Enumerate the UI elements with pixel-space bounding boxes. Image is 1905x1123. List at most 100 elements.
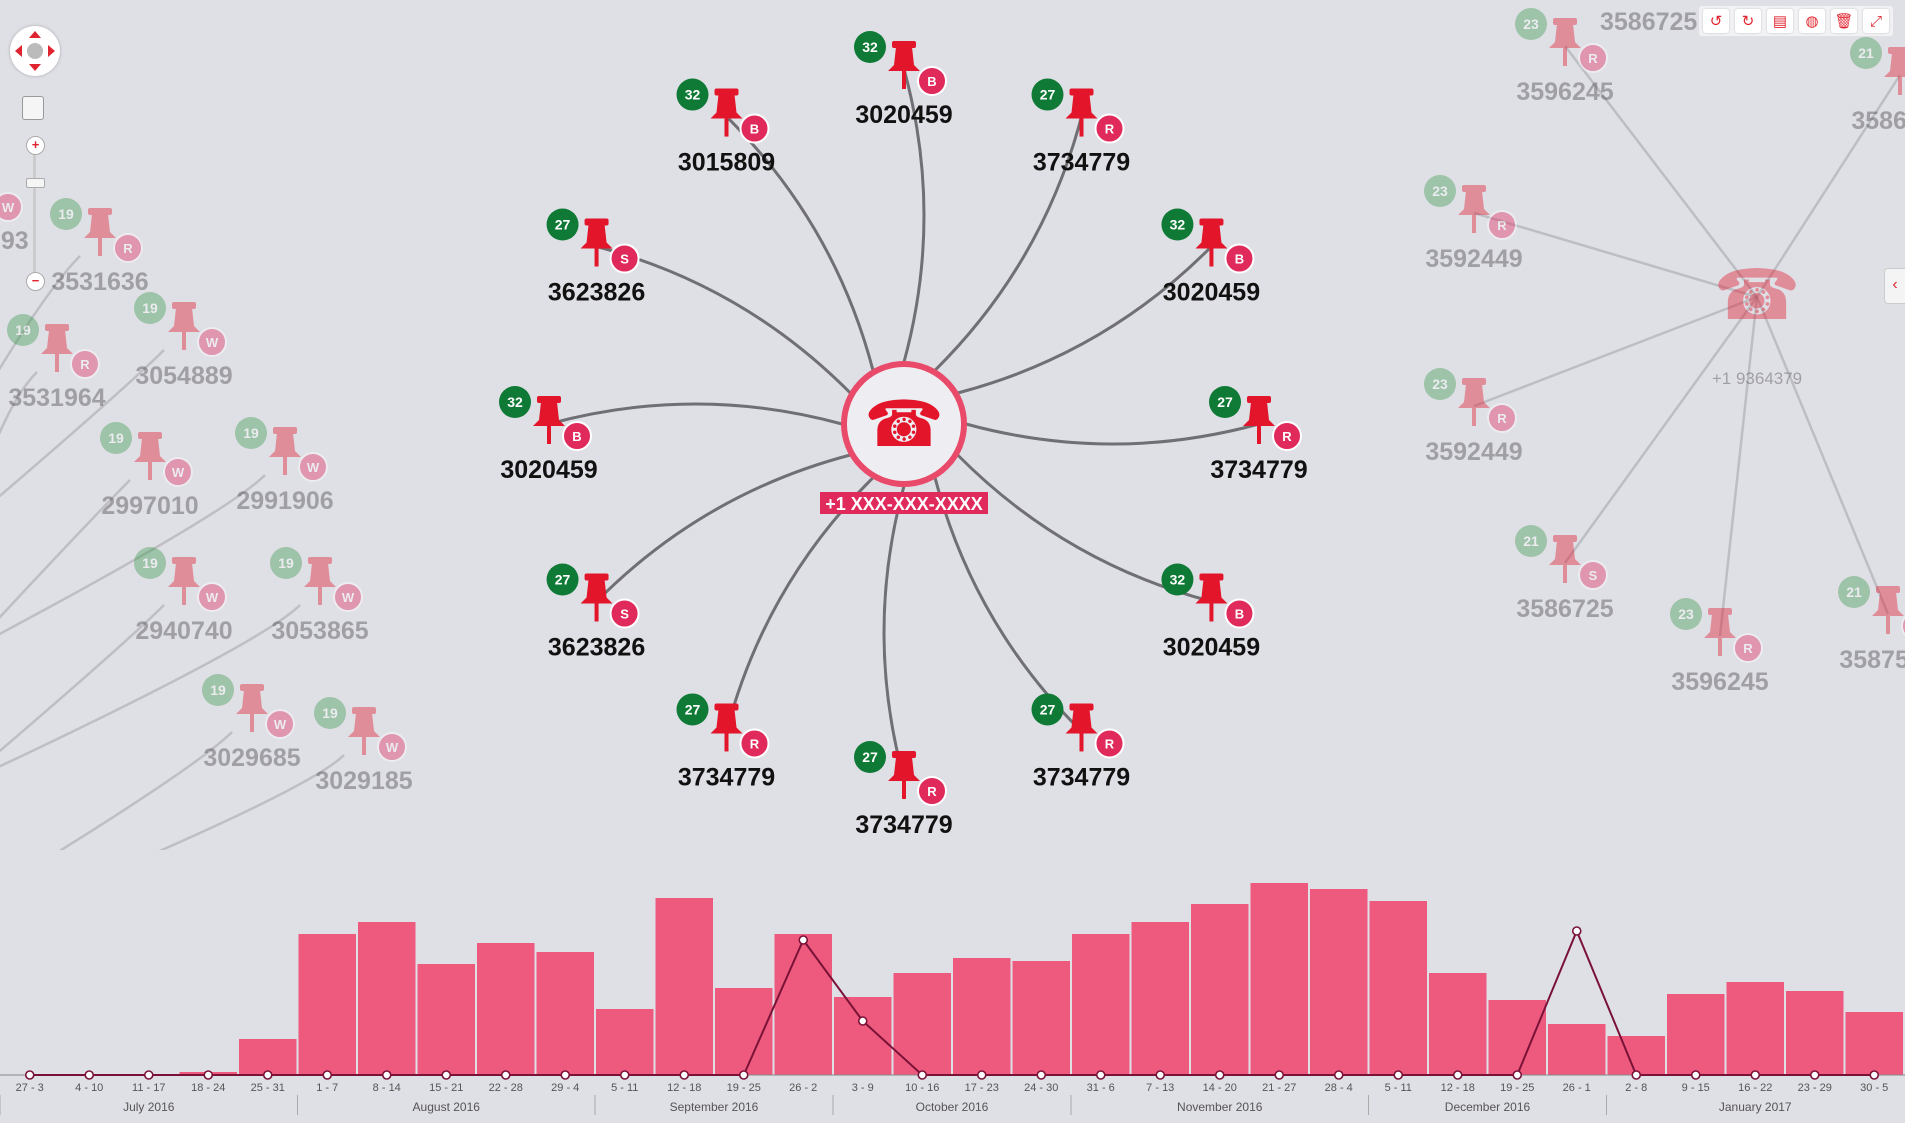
line-point[interactable]	[1869, 1070, 1880, 1080]
timeline-bar[interactable]	[358, 922, 416, 1075]
redo-icon[interactable]: ↻	[1735, 9, 1761, 33]
line-point[interactable]	[500, 1070, 511, 1080]
timeline-bar[interactable]	[536, 952, 595, 1075]
graph-node[interactable]: 23 R 3592449	[1424, 175, 1523, 273]
line-point[interactable]	[1333, 1070, 1344, 1080]
zoom-slider-handle[interactable]	[26, 178, 45, 188]
zoom-slider[interactable]	[33, 150, 36, 280]
line-point[interactable]	[84, 1070, 95, 1080]
line-point[interactable]	[738, 1070, 749, 1080]
graph-node[interactable]: 21R3586725	[1850, 37, 1905, 135]
timeline-bar[interactable]	[655, 898, 714, 1075]
line-point[interactable]	[917, 1070, 928, 1080]
line-point[interactable]	[1393, 1070, 1404, 1080]
graph-node[interactable]: 27 R 3734779	[854, 741, 953, 839]
graph-node[interactable]: 19 W 3029185	[314, 697, 413, 795]
save-icon[interactable]: ▤	[1767, 9, 1793, 33]
timeline-bar[interactable]	[417, 964, 476, 1075]
line-point[interactable]	[976, 1070, 987, 1080]
graph-node[interactable]: 19 W 3054889	[134, 292, 233, 390]
graph-node[interactable]: 32 B 3020459	[1161, 563, 1260, 662]
line-point[interactable]	[1512, 1070, 1523, 1080]
line-point[interactable]	[1036, 1070, 1047, 1080]
pan-right-icon[interactable]	[48, 45, 55, 57]
line-point[interactable]	[857, 1016, 868, 1026]
pan-down-icon[interactable]	[29, 64, 41, 71]
side-panel-toggle[interactable]: ‹	[1884, 268, 1905, 304]
graph-node[interactable]: 19W3531093	[0, 157, 29, 255]
graph-node[interactable]: 23 R 3596245	[1670, 598, 1769, 696]
central-phone-node[interactable]: ☎ +1 XXX-XXX-XXXX	[820, 361, 988, 514]
graph-node[interactable]: 21 S 3586725	[1515, 525, 1614, 623]
line-point[interactable]	[203, 1070, 214, 1080]
line-point[interactable]	[1631, 1070, 1642, 1080]
graph-node[interactable]: 32 B 3020459	[1161, 208, 1260, 307]
network-graph[interactable]: 32 B 3020459 27 R 3734779 32 B 3020459 27 R 3734779…	[0, 0, 1905, 850]
timeline-bar[interactable]	[1191, 904, 1249, 1075]
line-point[interactable]	[679, 1070, 690, 1080]
timeline-bar[interactable]	[1548, 1024, 1606, 1075]
line-point[interactable]	[619, 1070, 630, 1080]
graph-node[interactable]: 27 R 3734779	[676, 693, 776, 791]
timeline-bar[interactable]	[1072, 934, 1130, 1075]
graph-node[interactable]: 27 S 3623826	[546, 208, 646, 307]
graph-node[interactable]: 27 R 3734779	[1031, 78, 1131, 177]
trash-icon[interactable]: 🗑	[1831, 9, 1857, 33]
line-point[interactable]	[1155, 1070, 1166, 1080]
line-point[interactable]	[1809, 1070, 1820, 1080]
line-point[interactable]	[798, 935, 809, 945]
timeline-chart[interactable]: 27 - 3 4 - 10 11 - 17 18 - 24 25 - 31 1 - 7 8 …	[0, 850, 1905, 1123]
timeline-bar[interactable]	[834, 997, 892, 1075]
line-point[interactable]	[1690, 1070, 1701, 1080]
timeline-bar[interactable]	[1310, 889, 1368, 1075]
graph-node[interactable]: 32 B 3020459	[854, 31, 953, 129]
timeline-bar[interactable]	[1786, 991, 1844, 1075]
graph-node[interactable]: 32 B 3015809	[676, 78, 776, 177]
line-point[interactable]	[24, 1070, 35, 1080]
timeline-bar[interactable]	[1131, 922, 1190, 1075]
line-point[interactable]	[1571, 926, 1582, 936]
zoom-in-button[interactable]: +	[26, 136, 45, 155]
graph-node[interactable]: 19 W 2991906	[235, 417, 334, 515]
graph-node[interactable]: 19 R 3531636	[50, 198, 149, 296]
timeline-bar[interactable]	[477, 943, 535, 1075]
graph-node[interactable]: 19 W 3029685	[202, 674, 301, 772]
graph-node[interactable]: 23 R 3592449	[1424, 368, 1523, 466]
graph-node[interactable]: 32 B 3020459	[499, 386, 598, 484]
line-point[interactable]	[322, 1070, 333, 1080]
timeline-bar[interactable]	[1607, 1036, 1666, 1075]
line-point[interactable]	[1274, 1070, 1285, 1080]
line-point[interactable]	[1214, 1070, 1225, 1080]
pan-up-icon[interactable]	[29, 31, 41, 38]
line-point[interactable]	[381, 1070, 392, 1080]
line-point[interactable]	[1095, 1070, 1106, 1080]
graph-node[interactable]: 21 R 3587591	[1838, 576, 1905, 674]
line-point[interactable]	[441, 1070, 452, 1080]
timeline-bar[interactable]	[239, 1039, 297, 1075]
pan-left-icon[interactable]	[15, 45, 22, 57]
timeline-bar[interactable]	[893, 973, 952, 1075]
line-point[interactable]	[1452, 1070, 1463, 1080]
timeline-bar[interactable]	[1845, 1012, 1904, 1075]
pan-control[interactable]	[10, 26, 60, 76]
graph-node[interactable]: 23 R 3596245	[1515, 8, 1614, 106]
right-phone-node[interactable]: ☎ +1 9364379	[1712, 256, 1802, 388]
graph-node[interactable]: 27 S 3623826	[546, 563, 646, 662]
globe-icon[interactable]: ◍	[1799, 9, 1825, 33]
graph-node[interactable]: 27 R 3734779	[1031, 693, 1131, 791]
line-point[interactable]	[1750, 1070, 1761, 1080]
timeline-bar[interactable]	[1429, 973, 1487, 1075]
line-point[interactable]	[560, 1070, 571, 1080]
timeline-bar[interactable]	[1250, 883, 1309, 1075]
timeline-bar[interactable]	[953, 958, 1011, 1075]
timeline-bar[interactable]	[774, 934, 833, 1075]
undo-icon[interactable]: ↺	[1703, 9, 1729, 33]
graph-node[interactable]: 19 W 3053865	[270, 547, 369, 645]
timeline-bar[interactable]	[1667, 994, 1725, 1075]
timeline-bar[interactable]	[298, 934, 357, 1075]
timeline-bar[interactable]	[1726, 982, 1785, 1075]
fullscreen-icon[interactable]: ⤢	[1863, 9, 1889, 33]
graph-node[interactable]: 19 W 2997010	[100, 422, 199, 520]
line-point[interactable]	[262, 1070, 273, 1080]
hand-tool-icon[interactable]	[22, 96, 44, 120]
